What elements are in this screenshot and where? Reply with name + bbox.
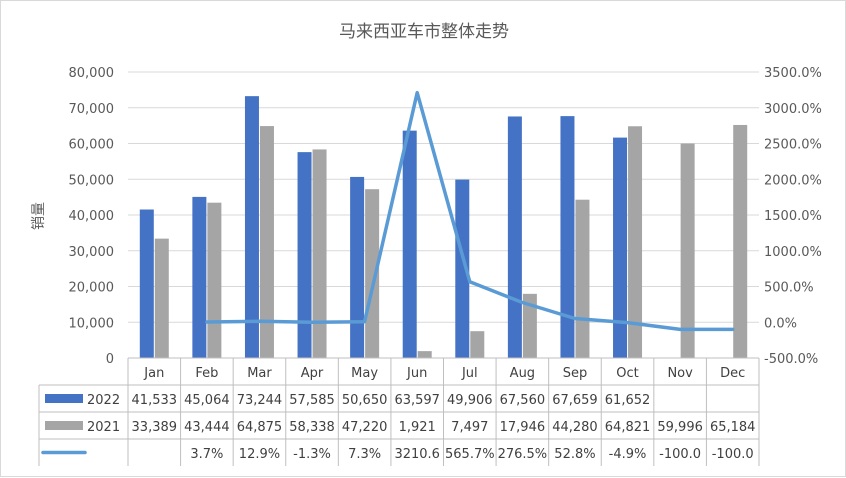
bar-2021-Nov bbox=[680, 143, 695, 358]
data-label: 12.9% bbox=[239, 447, 280, 462]
bar-2021-Aug bbox=[522, 293, 537, 358]
data-label: 7,497 bbox=[451, 420, 488, 435]
data-label: 65,184 bbox=[710, 420, 756, 435]
x-tick-label: May bbox=[351, 366, 378, 381]
data-label: 63,597 bbox=[394, 393, 440, 408]
chart-title: 马来西亚车市整体走势 bbox=[339, 22, 509, 42]
x-tick-label: Feb bbox=[195, 366, 218, 381]
x-tick-label: Jul bbox=[461, 366, 478, 381]
x-tick-label: Jun bbox=[406, 366, 427, 381]
bar-2022-Feb bbox=[192, 196, 207, 358]
data-label: 41,533 bbox=[132, 393, 178, 408]
line-series bbox=[205, 90, 735, 332]
data-label: 17,946 bbox=[500, 420, 546, 435]
bar-2021-Jan bbox=[154, 238, 169, 358]
line-layer bbox=[205, 90, 735, 332]
data-label: 52.8% bbox=[554, 447, 595, 462]
bar-2022-Sep bbox=[560, 116, 575, 358]
y-tick-label: 70,000 bbox=[69, 102, 115, 117]
bar-2021-Jun bbox=[417, 351, 432, 358]
data-label: -100.0 bbox=[712, 447, 754, 462]
y2-tick-label: 1000.0% bbox=[764, 245, 822, 260]
x-tick-label: Jan bbox=[143, 366, 164, 381]
y2-tick-label: 2500.0% bbox=[764, 138, 822, 153]
y2-tick-label: 3000.0% bbox=[764, 102, 822, 117]
legend-name: 2021 bbox=[87, 420, 120, 435]
bar-2021-Mar bbox=[259, 126, 274, 359]
bar-2021-Oct bbox=[628, 126, 643, 358]
data-label: 67,560 bbox=[500, 393, 546, 408]
data-label: 7.3% bbox=[348, 447, 381, 462]
data-label: 3210.6 bbox=[394, 447, 440, 462]
data-label: 73,244 bbox=[237, 393, 283, 408]
y-tick-label: 80,000 bbox=[69, 66, 115, 81]
grid-layer bbox=[128, 71, 759, 323]
bar-2022-Mar bbox=[244, 96, 259, 358]
bar-2021-Dec bbox=[733, 124, 748, 359]
data-label: -1.3% bbox=[293, 447, 331, 462]
y2-tick-label: 0.0% bbox=[764, 316, 797, 331]
y-tick-label: 30,000 bbox=[69, 245, 115, 260]
x-tick-label: Dec bbox=[720, 366, 745, 381]
bar-2022-Oct bbox=[613, 137, 628, 358]
data-label: 49,906 bbox=[447, 393, 493, 408]
legend-key-2021 bbox=[45, 421, 83, 430]
bar-2022-Jun bbox=[402, 130, 417, 358]
y2-tick-label: 3500.0% bbox=[764, 66, 822, 81]
data-label: 61,652 bbox=[605, 393, 651, 408]
bar-2022-May bbox=[350, 176, 365, 358]
data-label: 565.7% bbox=[445, 447, 495, 462]
bar-2021-Apr bbox=[312, 149, 327, 358]
y-tick-label: 50,000 bbox=[69, 173, 115, 188]
bar-2022-Jan bbox=[139, 209, 154, 358]
bar-2021-Jul bbox=[470, 331, 485, 358]
bar-2021-Feb bbox=[207, 202, 222, 358]
y2-tick-label: 1500.0% bbox=[764, 209, 822, 224]
x-tick-label: Mar bbox=[247, 366, 272, 381]
x-tick-label: Sep bbox=[563, 366, 588, 381]
data-label: 64,821 bbox=[605, 420, 651, 435]
y2-tick-label: 2000.0% bbox=[764, 173, 822, 188]
data-label: 44,280 bbox=[552, 420, 598, 435]
bars-layer bbox=[139, 96, 748, 359]
legend-key-2022 bbox=[45, 394, 83, 403]
data-label: 43,444 bbox=[184, 420, 230, 435]
y-tick-label: 60,000 bbox=[69, 138, 115, 153]
y-tick-label: 0 bbox=[106, 352, 114, 367]
bar-2022-Apr bbox=[297, 152, 312, 358]
data-label: -100.0 bbox=[659, 447, 701, 462]
bar-2021-Sep bbox=[575, 199, 590, 358]
data-label: 67,659 bbox=[552, 393, 598, 408]
y2-tick-label: 500.0% bbox=[764, 281, 814, 296]
bar-2021-May bbox=[365, 189, 380, 358]
data-label: 33,389 bbox=[132, 420, 178, 435]
data-label: 64,875 bbox=[237, 420, 283, 435]
data-table: Jan Feb Mar Apr May Jun Jul Aug Sep Oct Nov Dec 2022… bbox=[38, 357, 760, 466]
x-tick-label: Apr bbox=[301, 366, 324, 381]
data-label: -4.9% bbox=[609, 447, 647, 462]
data-label: 58,338 bbox=[289, 420, 335, 435]
data-label: 59,996 bbox=[657, 420, 703, 435]
y-tick-label: 40,000 bbox=[69, 209, 115, 224]
data-label: 45,064 bbox=[184, 393, 230, 408]
data-label: 57,585 bbox=[289, 393, 335, 408]
x-tick-label: Aug bbox=[510, 366, 535, 381]
data-label: 276.5% bbox=[498, 447, 548, 462]
x-tick-label: Oct bbox=[616, 366, 638, 381]
data-label: 47,220 bbox=[342, 420, 388, 435]
data-label: 1,921 bbox=[399, 420, 436, 435]
bar-2022-Aug bbox=[507, 116, 522, 359]
axis-layer: 0 10,000 20,000 30,000 40,000 50,000 60,000 70,… bbox=[69, 66, 822, 367]
y-tick-label: 20,000 bbox=[69, 281, 115, 296]
y2-tick-label: -500.0% bbox=[764, 352, 818, 367]
data-label: 3.7% bbox=[190, 447, 223, 462]
x-tick-label: Nov bbox=[667, 366, 693, 381]
data-label: 50,650 bbox=[342, 393, 388, 408]
y-axis-label: 销量 bbox=[31, 202, 47, 230]
bar-2022-Jul bbox=[455, 179, 470, 358]
legend-name: 2022 bbox=[87, 393, 120, 408]
y-tick-label: 10,000 bbox=[69, 316, 115, 331]
